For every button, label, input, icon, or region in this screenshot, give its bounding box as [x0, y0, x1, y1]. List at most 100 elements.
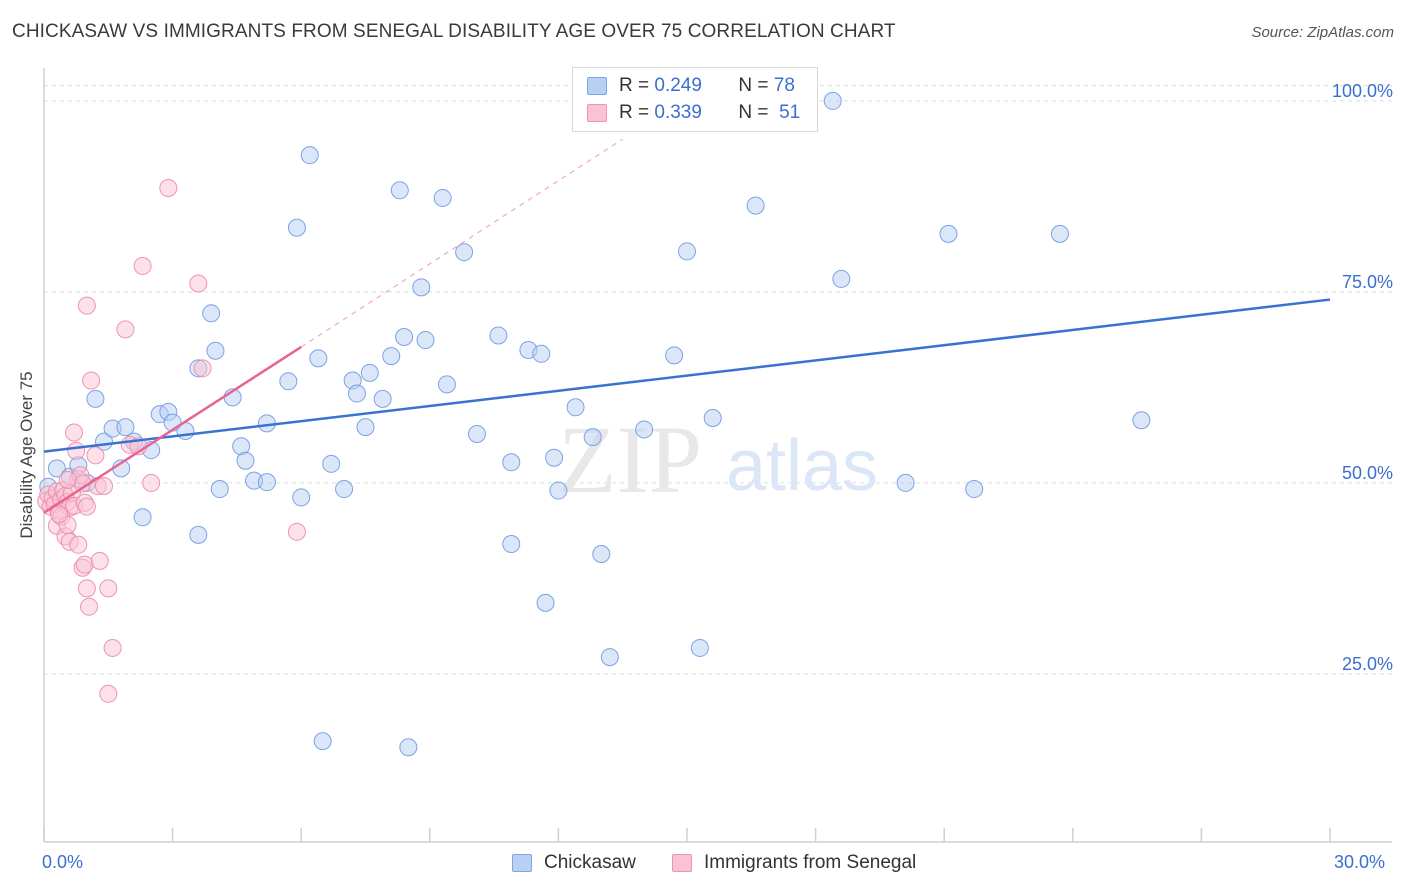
- source-credit: Source: ZipAtlas.com: [1251, 24, 1394, 41]
- chickasaw-swatch: [587, 77, 607, 95]
- senegal-point: [58, 470, 77, 489]
- trend-lines: [43, 138, 1331, 514]
- senegal-point: [82, 371, 101, 390]
- chickasaw-point: [133, 508, 152, 527]
- watermark: ZIP atlas: [558, 406, 878, 513]
- senegal-point: [65, 423, 84, 442]
- senegal-point: [77, 497, 96, 516]
- chickasaw-point: [455, 243, 474, 262]
- chickasaw-point: [360, 363, 379, 382]
- chickasaw-point: [965, 480, 984, 499]
- n-value: 78: [773, 75, 795, 96]
- senegal-point: [99, 579, 118, 598]
- senegal-point: [116, 320, 135, 339]
- chickasaw-point: [678, 242, 696, 261]
- chickasaw-point: [257, 473, 276, 492]
- chickasaw-point: [703, 408, 722, 427]
- senegal-point: [99, 684, 118, 703]
- axes: [43, 68, 1392, 843]
- r-value: 0.339: [654, 102, 702, 123]
- chickasaw-point: [373, 389, 392, 408]
- senegal-trend-extension: [300, 138, 624, 348]
- legend-row-senegal: R = 0.339 N = 51: [587, 100, 800, 126]
- chickasaw-point: [583, 428, 602, 447]
- chickasaw-point: [116, 418, 135, 437]
- chickasaw-point: [292, 488, 311, 507]
- senegal-point: [67, 441, 86, 460]
- chickasaw-point: [939, 224, 958, 243]
- chickasaw-point: [600, 648, 619, 667]
- senegal-swatch: [587, 104, 607, 122]
- chickasaw-point: [382, 347, 401, 366]
- chickasaw-point: [210, 480, 229, 499]
- senegal-point: [77, 296, 96, 315]
- senegal-legend-swatch: [672, 854, 692, 872]
- watermark-atlas: atlas: [726, 426, 878, 506]
- chickasaw-point: [206, 341, 225, 360]
- senegal-point: [75, 555, 94, 574]
- chickasaw-point: [532, 344, 551, 363]
- chickasaw-point: [279, 372, 298, 391]
- n-value: 51: [779, 102, 801, 123]
- correlation-legend: R = 0.249 N = 78 R = 0.339 N = 51: [572, 67, 818, 132]
- y-tick-label: 25.0%: [1342, 654, 1393, 674]
- n-label: N =: [738, 75, 769, 96]
- chickasaw-point: [536, 593, 555, 612]
- senegal-point: [189, 274, 208, 293]
- senegal-points: [37, 179, 306, 703]
- senegal-point: [159, 179, 178, 198]
- chickasaw-point: [502, 535, 521, 554]
- chickasaw-point: [746, 196, 765, 215]
- chickasaw-point: [545, 448, 564, 467]
- chickasaw-point: [390, 181, 409, 200]
- chickasaw-point: [202, 304, 221, 323]
- x-tick-max: 30.0%: [1334, 852, 1386, 872]
- chickasaw-point: [549, 481, 568, 500]
- chickasaw-point: [287, 218, 306, 237]
- chart-title: CHICKASAW VS IMMIGRANTS FROM SENEGAL DIS…: [12, 21, 896, 42]
- y-tick-label: 50.0%: [1342, 463, 1393, 483]
- series-legend: Chickasaw Immigrants from Senegal: [0, 852, 1406, 878]
- chickasaw-point: [412, 278, 431, 297]
- senegal-point: [69, 535, 88, 554]
- chickasaw-point: [635, 420, 654, 439]
- senegal-point: [86, 446, 105, 465]
- chickasaw-point: [347, 384, 366, 403]
- chickasaw-point: [313, 732, 332, 751]
- chickasaw-point: [823, 91, 842, 110]
- chickasaw-point: [309, 349, 328, 368]
- n-label: N =: [738, 102, 769, 123]
- x-tick-min: 0.0%: [42, 852, 84, 872]
- chickasaw-legend-swatch: [512, 854, 532, 872]
- legend-label: Chickasaw: [544, 852, 636, 873]
- legend-item-senegal[interactable]: Immigrants from Senegal: [672, 852, 916, 874]
- chickasaw-point: [335, 480, 354, 499]
- senegal-point: [77, 579, 96, 598]
- y-tick-labels: 25.0% 50.0% 75.0% 100.0%: [1332, 81, 1393, 674]
- chickasaw-point: [395, 327, 414, 346]
- r-label: R =: [619, 75, 650, 96]
- senegal-point: [142, 473, 161, 492]
- r-value: 0.249: [654, 75, 702, 96]
- chickasaw-point: [832, 269, 851, 288]
- chickasaw-point: [690, 638, 709, 657]
- senegal-point: [90, 551, 109, 570]
- chickasaw-point: [236, 451, 255, 470]
- watermark-zip: ZIP: [558, 406, 702, 513]
- senegal-point: [95, 476, 114, 495]
- legend-row-chickasaw: R = 0.249 N = 78: [587, 73, 795, 99]
- chickasaw-point: [322, 454, 341, 473]
- legend-item-chickasaw[interactable]: Chickasaw: [512, 852, 636, 874]
- chickasaw-point: [566, 398, 585, 417]
- senegal-point: [193, 359, 212, 378]
- chickasaw-point: [356, 418, 375, 437]
- chickasaw-point: [300, 146, 319, 165]
- senegal-point: [103, 638, 122, 657]
- chickasaw-point: [1132, 411, 1151, 430]
- chickasaw-point: [592, 544, 611, 563]
- senegal-point: [50, 505, 69, 524]
- chickasaw-point: [47, 459, 66, 478]
- chickasaw-trend-line: [43, 298, 1331, 453]
- chickasaw-point: [665, 346, 684, 365]
